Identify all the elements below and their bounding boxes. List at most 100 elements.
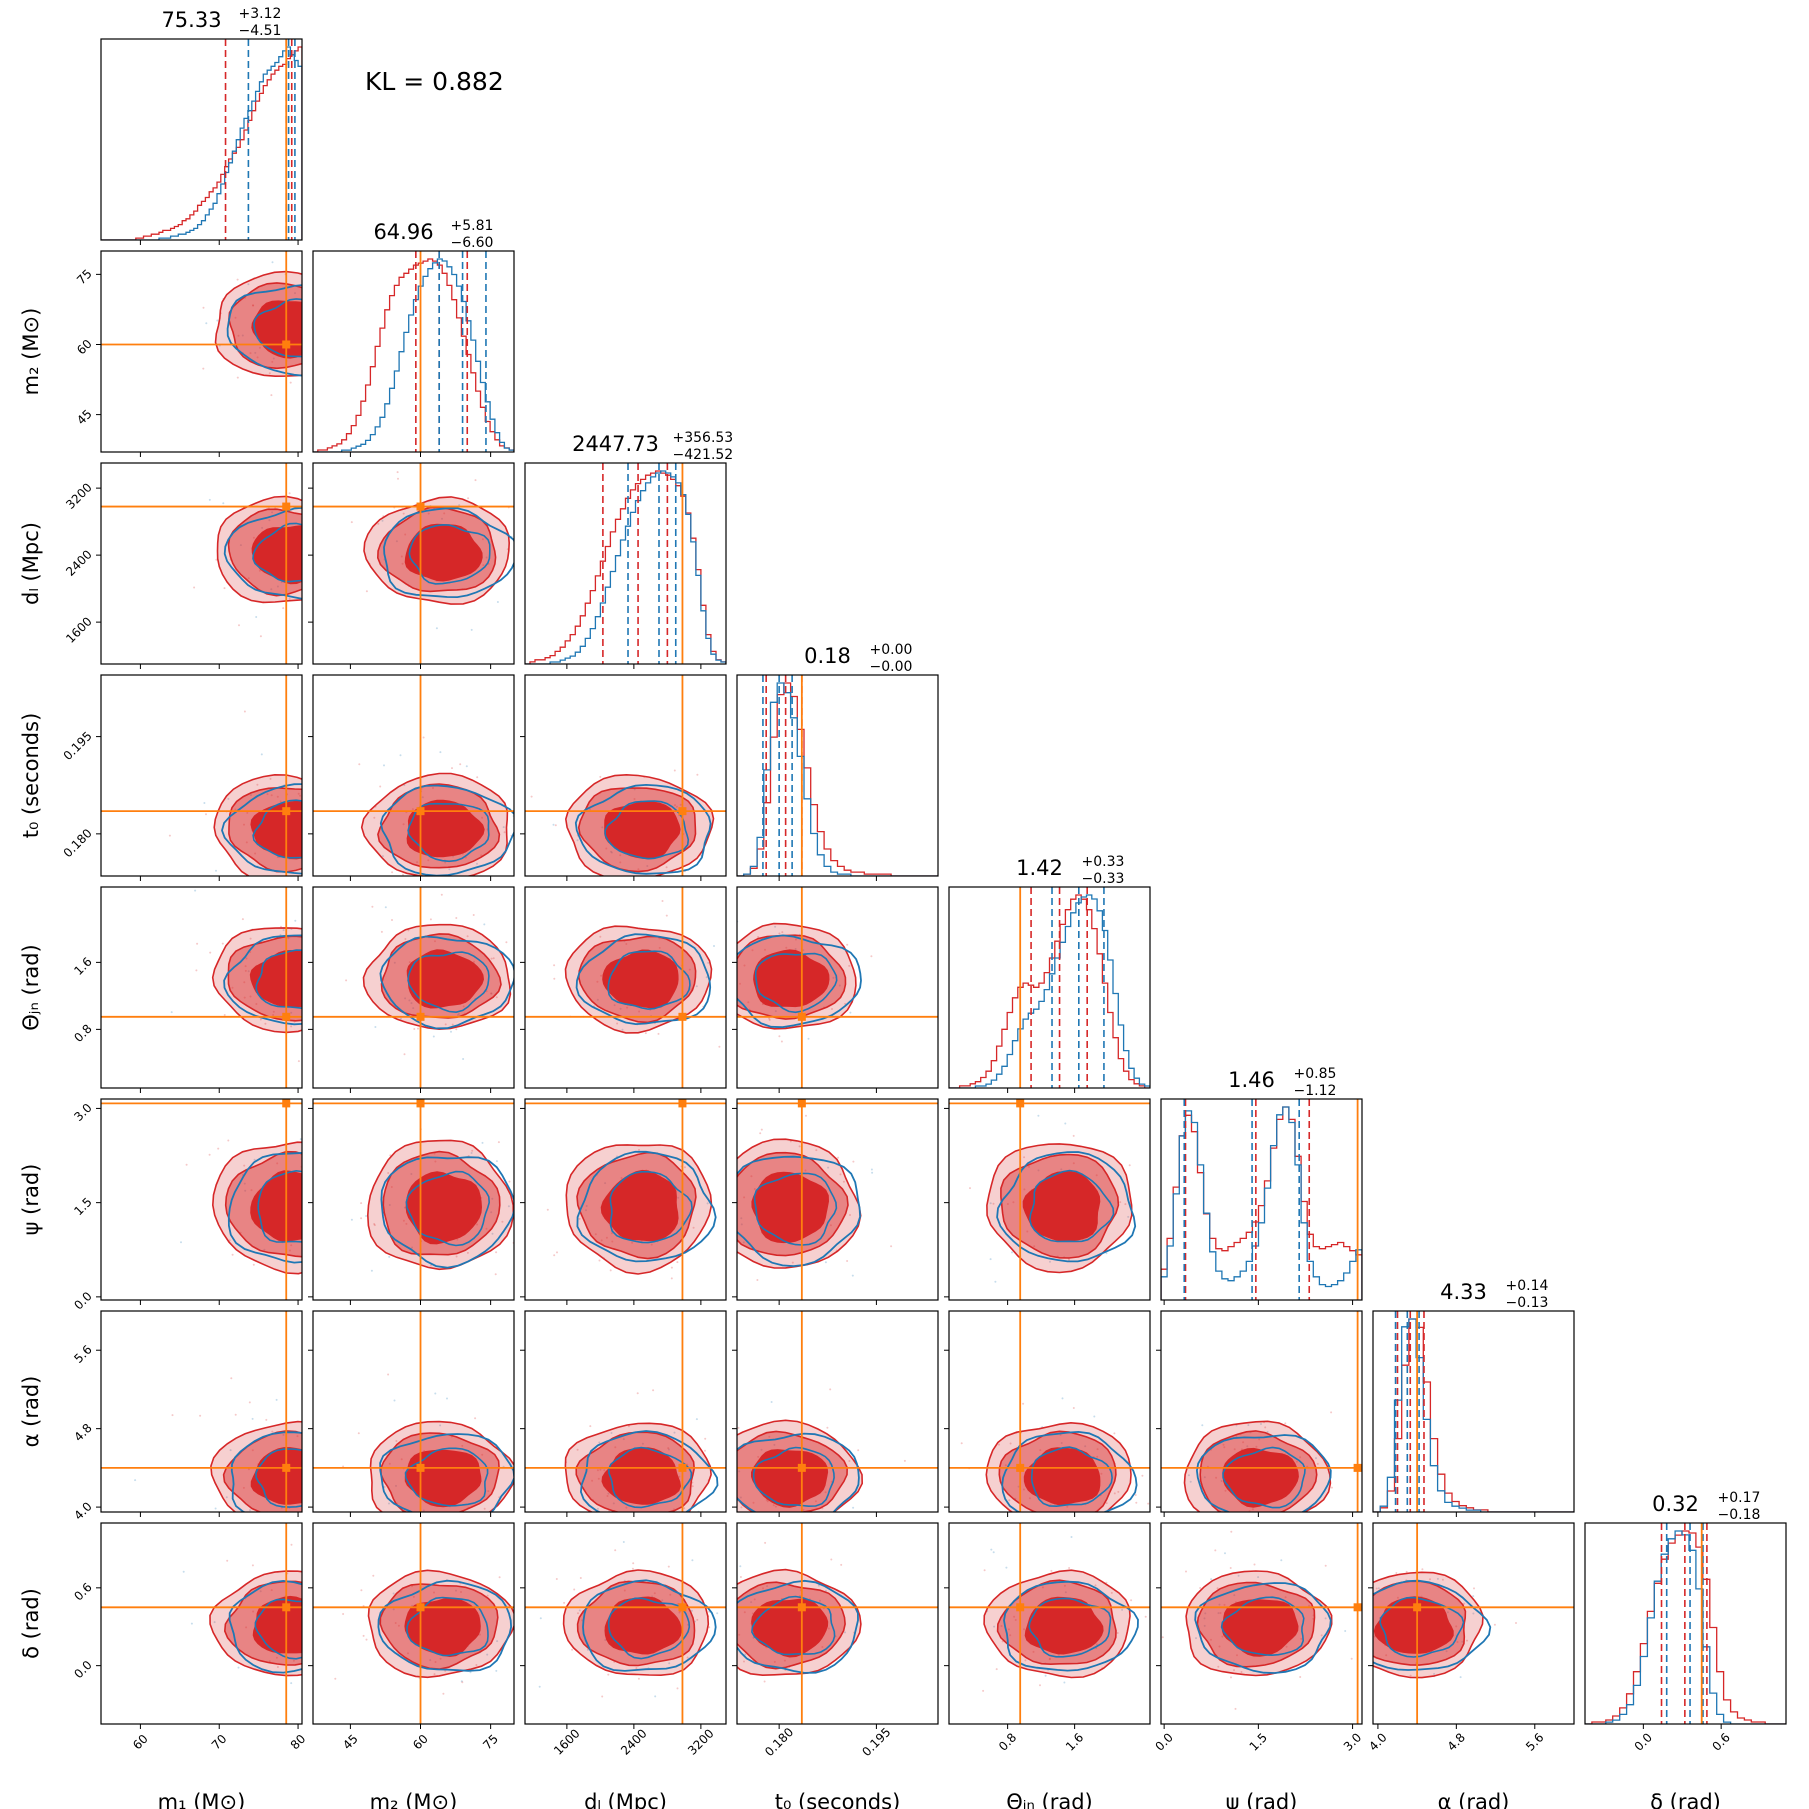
truth-marker [678, 1099, 687, 1108]
scatter-point [229, 1449, 232, 1452]
scatter-point [747, 1001, 750, 1004]
scatter-point [180, 1241, 182, 1244]
scatter-point [449, 906, 451, 908]
panel-frame [312, 674, 515, 877]
contour-core-red [1024, 1596, 1104, 1655]
y-axis-label-theta_jn: Θⱼₙ (rad) [19, 944, 43, 1030]
scatter-point [483, 1507, 486, 1510]
scatter-point [268, 519, 271, 522]
scatter-point [1214, 1549, 1217, 1552]
scatter-point [1130, 1599, 1133, 1602]
scatter-point [1147, 1502, 1150, 1505]
scatter-point [387, 1172, 390, 1174]
contour-inner-blue [254, 1598, 302, 1660]
scatter-point [613, 1004, 616, 1007]
scatter-point [357, 1459, 359, 1461]
scatter-point [1253, 1563, 1256, 1566]
scatter-point [596, 1507, 599, 1510]
scatter-point [1185, 1570, 1187, 1573]
scatter-point [244, 969, 247, 972]
scatter-point [322, 317, 324, 319]
scatter-point [360, 1217, 363, 1220]
scatter-point [774, 1010, 777, 1013]
scatter-point [330, 356, 332, 358]
scatter-point [402, 512, 405, 515]
scatter-point [1216, 1587, 1219, 1590]
scatter-point [498, 1576, 501, 1579]
scatter-point [791, 1261, 794, 1264]
scatter-point [767, 1520, 769, 1522]
scatter-point [393, 1399, 396, 1402]
scatter-point [546, 1208, 549, 1211]
panel-plot-area [313, 1523, 514, 1724]
scatter-point [1010, 1532, 1012, 1534]
scatter-point [335, 369, 337, 371]
panel-plot-area [525, 1099, 726, 1300]
contour-panel-m2-delta: 45 60 75 [308, 1522, 515, 1753]
scatter-point [1405, 1570, 1408, 1573]
scatter-point [405, 1222, 408, 1225]
contour-outer-blue [223, 506, 302, 600]
scatter-point [261, 1539, 263, 1541]
scatter-point [732, 1452, 734, 1454]
scatter-point [270, 394, 273, 397]
scatter-point [1039, 1684, 1041, 1687]
scatter-point [750, 1601, 753, 1604]
y-tick-label: 75 [74, 267, 95, 288]
scatter-point [555, 1578, 558, 1580]
contour-core-red [1221, 1599, 1299, 1657]
contour-panel-t0-psi [732, 1098, 939, 1305]
x-tick-label: 3200 [685, 1726, 716, 1757]
scatter-point [294, 292, 296, 295]
scatter-point [738, 1633, 741, 1636]
contour-outer-blue [226, 284, 302, 377]
scatter-point [552, 823, 555, 826]
scatter-point [290, 1025, 293, 1028]
scatter-point [208, 498, 211, 501]
scatter-point [667, 1565, 670, 1568]
scatter-point [412, 892, 414, 894]
scatter-point [404, 938, 407, 940]
scatter-point [350, 521, 353, 524]
scatter-point [490, 992, 493, 995]
scatter-point [439, 1424, 442, 1427]
scatter-point [501, 1220, 504, 1223]
contour-inner-blue [257, 1169, 302, 1243]
scatter-point [766, 1585, 769, 1588]
scatter-point [721, 1013, 723, 1015]
scatter-point [456, 1014, 459, 1016]
contour-outer-blue [574, 783, 712, 875]
scatter-point [992, 1551, 995, 1554]
scatter-point [554, 824, 557, 827]
scatter-point [553, 964, 556, 967]
scatter-point [334, 1677, 337, 1680]
scatter-point [757, 936, 760, 938]
contour-core-red [600, 1169, 679, 1242]
histogram-title-theta_jn: 1.42 [1016, 856, 1063, 880]
scatter-point [215, 869, 217, 872]
x-tick-label: 75 [480, 1732, 501, 1753]
scatter-point [320, 301, 322, 303]
scatter-point [360, 1625, 362, 1627]
scatter-point [272, 357, 275, 360]
y-tick-label: 4.8 [71, 1421, 94, 1444]
contour-inner-blue [1220, 1596, 1305, 1657]
scatter-point [341, 1622, 343, 1624]
scatter-point [252, 1610, 255, 1613]
contour-core-red [252, 1595, 302, 1654]
scatter-point [768, 1435, 771, 1438]
scatter-point [452, 855, 455, 858]
scatter-point [1351, 1640, 1353, 1642]
contour-inner-blue [752, 1446, 835, 1508]
scatter-point [472, 914, 475, 916]
scatter-point [737, 1426, 740, 1429]
scatter-point [1233, 1448, 1236, 1451]
contour-inner-blue [1222, 1446, 1306, 1509]
truth-marker [797, 1099, 806, 1108]
x-axis-label-theta_jn: Θⱼₙ (rad) [1006, 1790, 1092, 1809]
scatter-point [1013, 1615, 1016, 1618]
contour-core-red [250, 800, 302, 860]
scatter-point [411, 1585, 413, 1588]
contour-outer-blue [576, 1150, 717, 1263]
